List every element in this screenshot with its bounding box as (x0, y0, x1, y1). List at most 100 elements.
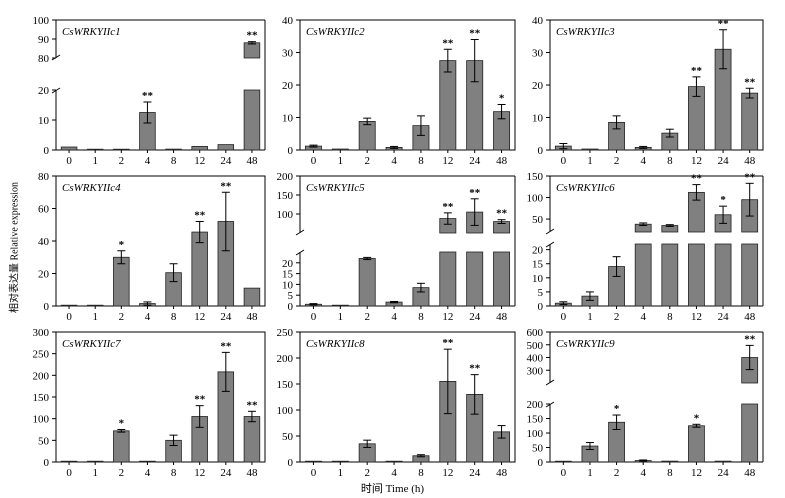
p2-y-tick-label: 0 (288, 145, 294, 157)
p9-significance-mark: * (694, 412, 700, 424)
p8-y-tick-label: 0 (288, 457, 294, 469)
p4-bar-12 (191, 231, 208, 307)
p3-bar-48 (741, 92, 759, 151)
p7-bar-48 (243, 416, 261, 463)
p8-plot-frame (299, 331, 516, 463)
p6-bar-48 (741, 243, 759, 307)
p6-bar-12 (688, 243, 705, 307)
p1-x-tick-label: 48 (246, 155, 258, 167)
p4-x-tick-label: 2 (119, 311, 125, 323)
p4-significance-mark: ** (220, 180, 232, 192)
p2-title: CsWRKYIIc2 (306, 26, 365, 38)
p8-x-tick-label: 2 (364, 467, 370, 479)
p5-x-tick-label: 2 (364, 311, 370, 323)
p1-x-tick-label: 4 (145, 155, 151, 167)
p7-x-tick-label: 8 (171, 467, 177, 479)
p8-y-tick-label: 150 (277, 379, 294, 391)
p1-y-tick-label: 90 (38, 34, 50, 46)
p7-significance-mark: ** (246, 399, 258, 411)
p5-bar-48 (493, 251, 511, 307)
p9-y-tick-label: 600 (527, 327, 544, 339)
p7-x-tick-label: 0 (66, 467, 72, 479)
p7-x-tick-label: 12 (194, 467, 205, 479)
p9-y-tick-label: 150 (527, 414, 544, 426)
p9-bar-8 (661, 460, 679, 463)
p9-x-tick-label: 4 (640, 467, 646, 479)
p6-y-tick-label: 100 (527, 193, 544, 205)
p2-x-tick-label: 0 (311, 155, 317, 167)
p1-y-tick-label: 10 (38, 115, 50, 127)
p2-bar-2 (358, 121, 376, 151)
p5-axis-break-mark (295, 249, 305, 256)
p1-significance-mark: ** (246, 30, 258, 42)
p6-bar-24 (714, 243, 732, 307)
p4-y-tick-label: 0 (44, 301, 50, 313)
p1-significance-mark: ** (142, 90, 154, 102)
p4-x-tick-label: 24 (220, 311, 232, 323)
p7-y-tick-label: 50 (38, 435, 50, 447)
p7-x-tick-label: 48 (246, 467, 258, 479)
p5-bar-2 (358, 258, 376, 307)
p5-x-tick-label: 0 (311, 311, 317, 323)
p9-bar-48 (741, 403, 759, 463)
p6-axis-break-mark (545, 228, 555, 235)
p1-x-tick-label: 0 (66, 155, 72, 167)
p1-title: CsWRKYIIc1 (62, 26, 121, 38)
p4-x-tick-label: 8 (171, 311, 177, 323)
p9-y-tick-label: 50 (532, 443, 544, 455)
p1-bar-1 (86, 148, 104, 151)
p9-significance-mark: * (614, 403, 620, 415)
p7-y-tick-label: 0 (44, 457, 50, 469)
p5-title: CsWRKYIIc5 (306, 182, 365, 194)
p7-y-tick-label: 200 (33, 370, 50, 382)
p5-x-tick-label: 48 (496, 311, 508, 323)
p6-y-tick-label: 5 (538, 287, 544, 299)
p7-bar-0 (60, 460, 78, 463)
p3-x-tick-label: 24 (718, 155, 730, 167)
p7-x-tick-label: 2 (119, 467, 125, 479)
p7-significance-mark: * (119, 418, 125, 430)
p1-x-tick-label: 1 (92, 155, 98, 167)
p3-significance-mark: ** (691, 65, 703, 77)
p6-significance-mark: ** (744, 171, 756, 183)
p9-x-tick-label: 48 (744, 467, 756, 479)
p2-bar-1 (331, 148, 349, 151)
p2-x-tick-label: 8 (418, 155, 424, 167)
p1-bar-48 (243, 89, 261, 151)
p5-y-tick-label: 15 (282, 269, 294, 281)
p1-y-tick-label: 20 (38, 85, 50, 97)
p4-x-tick-label: 12 (194, 311, 205, 323)
p2-y-tick-label: 30 (282, 48, 294, 60)
p7-y-tick-label: 100 (33, 414, 50, 426)
p9-y-tick-label: 0 (538, 457, 544, 469)
p5-y-tick-label: 150 (277, 190, 294, 202)
p1-bar-0 (60, 146, 78, 151)
p3-y-tick-label: 20 (532, 80, 544, 92)
p9-y-tick-label: 200 (527, 399, 544, 411)
p2-y-tick-label: 10 (282, 113, 294, 125)
p5-bar-1 (331, 304, 349, 307)
p1-y-tick-label: 80 (38, 53, 50, 65)
p6-x-tick-label: 24 (718, 311, 730, 323)
p8-x-tick-label: 8 (418, 467, 424, 479)
p8-y-tick-label: 100 (277, 405, 294, 417)
p6-x-tick-label: 12 (691, 311, 702, 323)
p1-bar-12 (191, 145, 208, 151)
p3-x-tick-label: 1 (587, 155, 593, 167)
p5-y-tick-label: 20 (282, 258, 294, 270)
p3-x-tick-label: 12 (691, 155, 702, 167)
p3-significance-mark: ** (718, 18, 730, 30)
p7-significance-mark: ** (220, 340, 232, 352)
p4-x-tick-label: 1 (92, 311, 98, 323)
p5-bar-12 (439, 251, 457, 307)
p2-x-tick-label: 4 (391, 155, 397, 167)
p1-plot-area (56, 20, 265, 150)
p2-significance-mark: ** (442, 37, 454, 49)
p8-y-tick-label: 250 (277, 327, 294, 339)
p8-bar-4 (385, 460, 403, 463)
p9-x-tick-label: 8 (667, 467, 673, 479)
p9-x-tick-label: 12 (691, 467, 702, 479)
p6-y-tick-label: 150 (527, 171, 544, 183)
p9-x-tick-label: 0 (561, 467, 567, 479)
